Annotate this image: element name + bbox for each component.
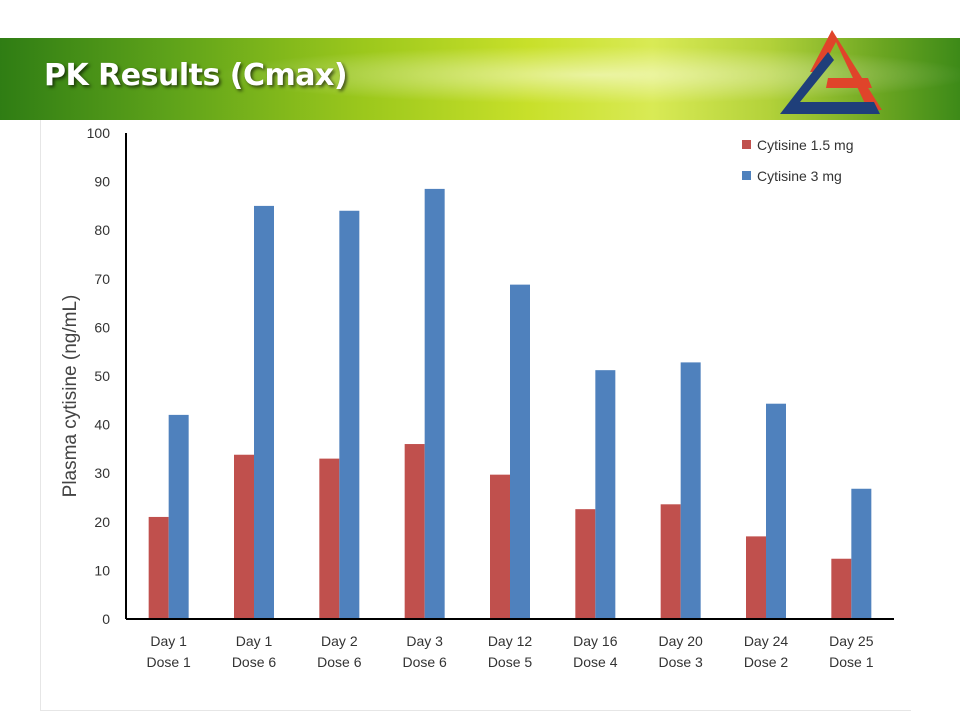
x-tick-label: Day 3: [406, 633, 443, 649]
bar-cytisine-1-5mg: [148, 516, 169, 619]
bars: [148, 188, 872, 619]
legend-swatch: [742, 171, 751, 180]
bar-cytisine-3mg: [851, 488, 872, 619]
bar-cytisine-3mg: [766, 403, 786, 619]
bar-cytisine-1-5mg: [831, 558, 852, 619]
bar-cytisine-1-5mg: [490, 474, 510, 619]
x-tick-label: Dose 1: [829, 654, 874, 670]
x-tick-label: Day 25: [829, 633, 874, 649]
x-tick-label: Dose 2: [744, 654, 789, 670]
bar-cytisine-3mg: [424, 188, 445, 619]
page-title: PK Results (Cmax): [44, 58, 348, 93]
bar-cytisine-1-5mg: [404, 444, 425, 619]
logo-red-shape: [810, 30, 882, 110]
y-tick-label: 40: [94, 417, 110, 433]
company-logo: [780, 30, 882, 114]
x-tick-label: Dose 6: [232, 654, 277, 670]
y-tick-label: 50: [94, 368, 110, 384]
bar-cytisine-3mg: [510, 284, 530, 619]
x-tick-label: Day 12: [488, 633, 533, 649]
bar-cytisine-3mg: [595, 370, 616, 619]
y-tick-label: 70: [94, 271, 110, 287]
bar-cytisine-1-5mg: [575, 509, 596, 619]
x-tick-label: Day 1: [236, 633, 273, 649]
bar-cytisine-1-5mg: [746, 536, 766, 619]
legend-label: Cytisine 3 mg: [757, 168, 842, 184]
bar-cytisine-3mg: [168, 414, 189, 619]
x-tick-label: Day 20: [658, 633, 703, 649]
y-axis-ticks: 0 10 20 30 40 50 60 70 80 90 100: [87, 125, 111, 627]
x-tick-label: Day 16: [573, 633, 618, 649]
logo-red-bar: [826, 78, 872, 88]
x-tick-label: Day 24: [744, 633, 789, 649]
y-axis-title: Plasma cytisine (ng/mL): [60, 295, 81, 498]
y-tick-label: 10: [94, 562, 110, 578]
logo-navy-shape: [780, 52, 880, 114]
y-tick-label: 20: [94, 514, 110, 530]
y-tick-label: 90: [94, 174, 110, 190]
x-tick-label: Dose 6: [402, 654, 447, 670]
x-tick-label: Day 2: [321, 633, 358, 649]
title-banner: [0, 38, 960, 120]
x-tick-label: Day 1: [150, 633, 187, 649]
y-tick-label: 80: [94, 222, 110, 238]
y-tick-label: 100: [87, 125, 111, 141]
legend-swatch: [742, 140, 751, 149]
legend: Cytisine 1.5 mg Cytisine 3 mg: [742, 137, 853, 184]
bar-cytisine-3mg: [254, 205, 274, 619]
bar-cytisine-1-5mg: [319, 458, 340, 619]
bar-cytisine-1-5mg: [660, 504, 681, 619]
x-tick-label: Dose 3: [658, 654, 703, 670]
x-axis-labels: Day 1 Dose 1 Day 1 Dose 6 Day 2 Dose 6 Day 3 Do…: [146, 633, 873, 670]
legend-label: Cytisine 1.5 mg: [757, 137, 853, 153]
x-tick-label: Dose 6: [317, 654, 362, 670]
x-tick-label: Dose 1: [146, 654, 191, 670]
y-tick-label: 60: [94, 319, 110, 335]
x-tick-label: Dose 4: [573, 654, 618, 670]
bar-cytisine-1-5mg: [234, 454, 254, 619]
bar-cytisine-3mg: [680, 362, 701, 619]
bar-cytisine-3mg: [339, 210, 360, 619]
y-tick-label: 30: [94, 465, 110, 481]
x-tick-label: Dose 5: [488, 654, 533, 670]
y-tick-label: 0: [102, 611, 110, 627]
